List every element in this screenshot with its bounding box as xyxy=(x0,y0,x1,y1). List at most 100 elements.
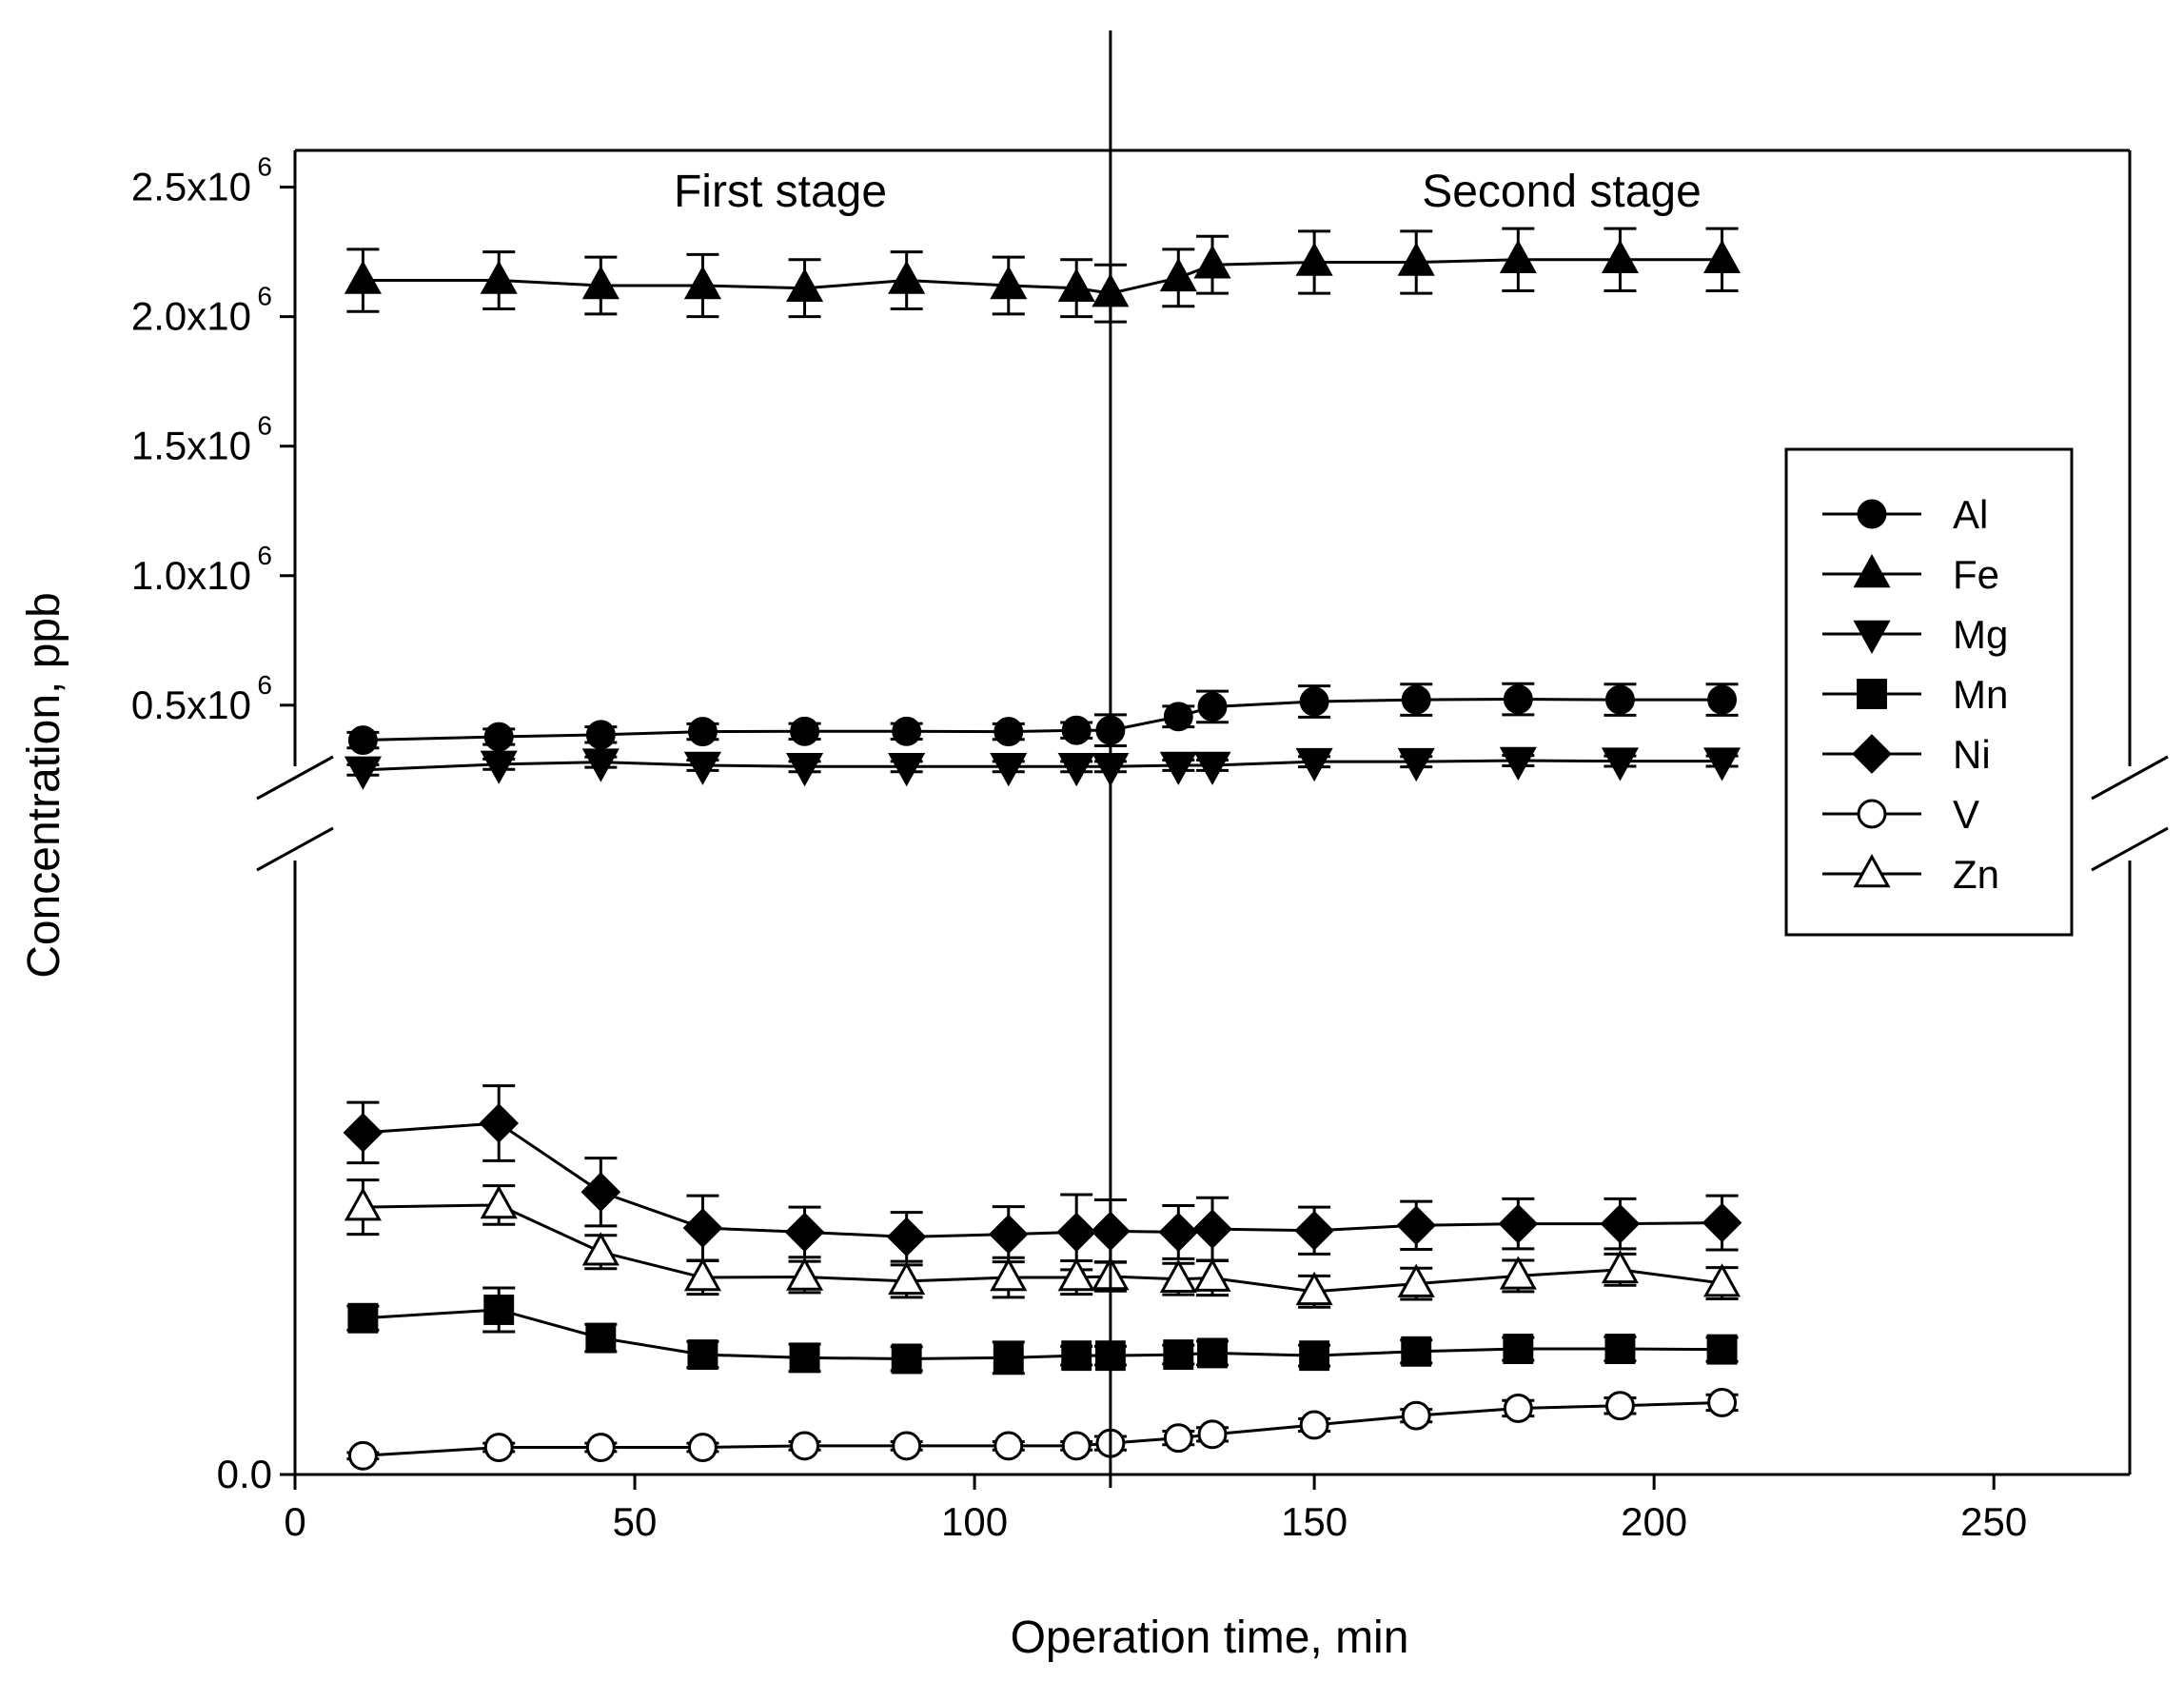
point-Al xyxy=(1707,684,1737,715)
point-Fe xyxy=(344,260,382,294)
point-Zn xyxy=(1193,1257,1231,1292)
axis-break-mark xyxy=(256,826,334,872)
point-Al xyxy=(1503,684,1533,714)
point-Fe xyxy=(1159,257,1197,292)
point-Ni xyxy=(479,1103,520,1143)
y-axis-title: Concentration, ppb xyxy=(19,592,69,979)
legend-label-Al: Al xyxy=(1953,492,1988,537)
y-tick-exponent: 6 xyxy=(257,282,272,311)
plot-frame xyxy=(256,148,2169,1476)
point-Zn xyxy=(1295,1271,1333,1306)
legend-label-Mn: Mn xyxy=(1953,672,2008,717)
series-Al xyxy=(346,682,1739,755)
legend: Al Fe Mg Mn Ni V Zn xyxy=(1784,447,2074,937)
point-V xyxy=(483,1433,514,1462)
x-axis-title: Operation time, min xyxy=(1011,1613,1409,1663)
point-Zn xyxy=(1397,1263,1435,1297)
point-V xyxy=(1605,1391,1635,1421)
legend-marker-Mn xyxy=(1857,679,1887,709)
point-Zn xyxy=(1499,1256,1537,1290)
point-Mg xyxy=(1193,751,1231,785)
point-V xyxy=(892,1431,922,1461)
point-Ni xyxy=(682,1208,723,1248)
legend-label-Fe: Fe xyxy=(1953,552,1999,597)
point-Fe xyxy=(1193,245,1231,279)
point-Ni xyxy=(784,1212,825,1253)
point-Al xyxy=(1197,692,1228,722)
point-Al xyxy=(483,722,514,752)
legend-marker-Zn xyxy=(1853,854,1891,888)
series-line-Mn xyxy=(363,1308,1722,1360)
stage-label-second: Second stage xyxy=(1422,167,1702,217)
point-Al xyxy=(1061,715,1092,745)
point-Fe xyxy=(786,267,824,302)
legend-box xyxy=(1784,447,2074,937)
series-Mg xyxy=(344,746,1741,790)
point-V xyxy=(347,1440,378,1471)
y-tick-exponent: 6 xyxy=(257,411,272,441)
point-Al xyxy=(1163,702,1193,732)
point-V xyxy=(1401,1400,1431,1431)
point-Al xyxy=(892,716,922,746)
point-V xyxy=(1503,1394,1533,1423)
legend-label-Zn: Zn xyxy=(1953,852,1999,897)
point-Al xyxy=(347,725,378,755)
point-Al xyxy=(688,717,718,747)
point-Zn xyxy=(1159,1258,1197,1293)
series-line-Al xyxy=(363,698,1722,742)
point-V xyxy=(1707,1388,1737,1417)
point-Al xyxy=(994,717,1024,747)
point-Mn xyxy=(585,1322,617,1354)
point-Zn xyxy=(990,1257,1028,1292)
legend-marker-Ni xyxy=(1852,734,1892,774)
point-V xyxy=(1299,1410,1329,1440)
y-tick-label: 1.5x10 xyxy=(131,424,251,468)
y-tick-exponent: 6 xyxy=(257,541,272,570)
point-Mn xyxy=(1401,1336,1432,1367)
point-Mg xyxy=(888,753,926,787)
point-Mn xyxy=(891,1343,922,1375)
series-group xyxy=(343,227,1742,1471)
point-Mn xyxy=(1706,1334,1738,1365)
point-Mg xyxy=(1295,747,1333,782)
x-tick-label: 150 xyxy=(1281,1499,1348,1544)
point-Fe xyxy=(1601,239,1639,274)
point-Mn xyxy=(993,1342,1024,1374)
point-Fe xyxy=(683,266,721,300)
point-Mn xyxy=(1163,1339,1194,1371)
point-V xyxy=(790,1431,819,1461)
point-Fe xyxy=(1499,239,1537,274)
legend-label-Ni: Ni xyxy=(1953,732,1991,777)
point-Zn xyxy=(888,1260,926,1296)
point-Mg xyxy=(683,751,721,785)
point-Fe xyxy=(480,260,518,294)
point-Ni xyxy=(1702,1202,1742,1243)
point-Al xyxy=(585,720,616,750)
point-Mn xyxy=(687,1339,718,1371)
point-Mn xyxy=(789,1342,820,1374)
point-Ni xyxy=(1498,1203,1539,1244)
point-Mg xyxy=(480,750,518,784)
x-tick-label: 100 xyxy=(941,1499,1008,1544)
point-Ni xyxy=(1158,1212,1199,1253)
point-Mg xyxy=(1057,753,1095,787)
point-Mg xyxy=(990,753,1028,787)
point-Mg xyxy=(1159,751,1197,785)
point-V xyxy=(1061,1431,1092,1461)
x-tick-label: 200 xyxy=(1621,1499,1687,1544)
point-Ni xyxy=(580,1172,621,1213)
point-Mg xyxy=(1397,747,1435,782)
legend-marker-V xyxy=(1857,799,1887,829)
x-tick-label: 0 xyxy=(284,1499,305,1544)
point-V xyxy=(994,1431,1024,1461)
point-Fe xyxy=(888,260,926,294)
point-Al xyxy=(1401,684,1431,715)
y-tick-label: 2.0x10 xyxy=(131,294,251,339)
point-Mn xyxy=(483,1295,515,1325)
point-Ni xyxy=(886,1217,927,1257)
point-Fe xyxy=(581,266,620,300)
point-Mn xyxy=(347,1302,379,1334)
legend-marker-Mg xyxy=(1853,620,1891,654)
